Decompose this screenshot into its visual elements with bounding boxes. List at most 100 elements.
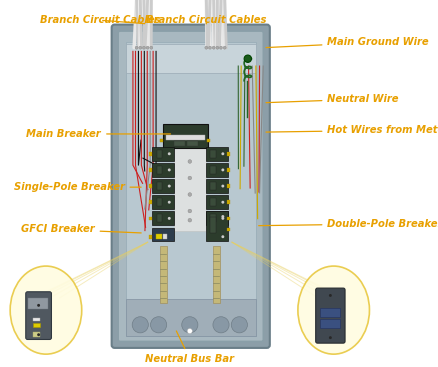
Text: Neutral Bus Bar: Neutral Bus Bar [145, 331, 234, 364]
FancyBboxPatch shape [152, 179, 174, 193]
Bar [227, 217, 230, 220]
FancyBboxPatch shape [316, 288, 345, 343]
Bar [210, 150, 215, 158]
Bar [157, 182, 162, 190]
Circle shape [151, 317, 167, 333]
Bar [160, 139, 163, 142]
Bar [157, 198, 162, 206]
Circle shape [188, 193, 192, 196]
Text: Main Ground Wire: Main Ground Wire [266, 37, 429, 48]
Bar [149, 152, 152, 156]
Text: Hot Wires from Meter: Hot Wires from Meter [266, 125, 438, 135]
Bar [157, 214, 162, 222]
Circle shape [182, 317, 198, 333]
FancyBboxPatch shape [162, 124, 208, 148]
FancyBboxPatch shape [205, 163, 228, 177]
Bar [173, 142, 206, 231]
Circle shape [188, 160, 192, 163]
Circle shape [187, 328, 192, 334]
Bar [157, 150, 162, 158]
Bar [166, 135, 205, 140]
FancyBboxPatch shape [152, 195, 174, 209]
Bar [210, 217, 215, 233]
Bar [149, 235, 152, 239]
Circle shape [168, 168, 171, 171]
Circle shape [135, 46, 138, 49]
Circle shape [146, 46, 149, 49]
Circle shape [221, 168, 224, 171]
Circle shape [329, 294, 332, 297]
Bar [126, 299, 256, 336]
Circle shape [231, 317, 247, 333]
Circle shape [219, 46, 223, 49]
Circle shape [244, 55, 251, 62]
Bar [156, 234, 162, 239]
Circle shape [188, 209, 192, 213]
Circle shape [150, 46, 153, 49]
Bar [157, 166, 162, 174]
Circle shape [188, 218, 192, 222]
Bar [149, 200, 152, 204]
FancyBboxPatch shape [205, 195, 228, 209]
Text: Single-Pole Breaker: Single-Pole Breaker [14, 182, 141, 192]
FancyBboxPatch shape [205, 211, 228, 225]
Bar [187, 141, 198, 146]
Circle shape [168, 185, 171, 188]
Bar [227, 200, 230, 204]
Bar [321, 308, 340, 317]
Bar [163, 234, 167, 239]
Circle shape [223, 46, 226, 49]
FancyBboxPatch shape [152, 163, 174, 177]
Ellipse shape [10, 266, 82, 354]
Bar [149, 168, 152, 172]
Text: Branch Circuit Cables: Branch Circuit Cables [146, 15, 267, 25]
FancyBboxPatch shape [205, 211, 228, 241]
FancyBboxPatch shape [26, 292, 51, 339]
Bar [210, 214, 215, 222]
Bar [227, 152, 230, 156]
Bar [33, 332, 40, 337]
Bar [227, 184, 230, 188]
Bar [28, 298, 48, 309]
Bar [33, 318, 40, 321]
Bar [210, 198, 215, 206]
FancyBboxPatch shape [205, 147, 228, 161]
Circle shape [329, 336, 332, 339]
Text: Double-Pole Breaker: Double-Pole Breaker [259, 219, 438, 229]
Bar [227, 228, 230, 231]
Circle shape [221, 152, 224, 155]
FancyBboxPatch shape [112, 25, 270, 348]
Circle shape [139, 46, 142, 49]
Circle shape [208, 46, 212, 49]
FancyBboxPatch shape [152, 147, 174, 161]
Circle shape [213, 317, 229, 333]
Circle shape [37, 304, 40, 307]
Bar [174, 141, 185, 146]
Circle shape [221, 215, 224, 218]
Circle shape [205, 46, 208, 49]
Bar [227, 168, 230, 172]
Circle shape [212, 46, 215, 49]
Circle shape [132, 317, 148, 333]
Circle shape [168, 217, 171, 220]
Text: Branch Circuit Cables: Branch Circuit Cables [40, 15, 160, 25]
Bar [212, 246, 220, 303]
FancyBboxPatch shape [205, 179, 228, 193]
Bar [149, 184, 152, 188]
Circle shape [221, 201, 224, 204]
Bar [210, 182, 215, 190]
Circle shape [168, 201, 171, 204]
Circle shape [216, 46, 219, 49]
Circle shape [168, 152, 171, 155]
FancyBboxPatch shape [118, 31, 263, 341]
Bar [149, 217, 152, 220]
Bar [321, 319, 340, 328]
Bar [208, 139, 210, 142]
FancyBboxPatch shape [126, 42, 256, 336]
Bar [160, 246, 167, 303]
Text: Neutral Wire: Neutral Wire [266, 94, 399, 104]
Text: Main Breaker: Main Breaker [27, 129, 170, 139]
Circle shape [221, 185, 224, 188]
Circle shape [221, 235, 224, 238]
FancyBboxPatch shape [152, 211, 174, 225]
